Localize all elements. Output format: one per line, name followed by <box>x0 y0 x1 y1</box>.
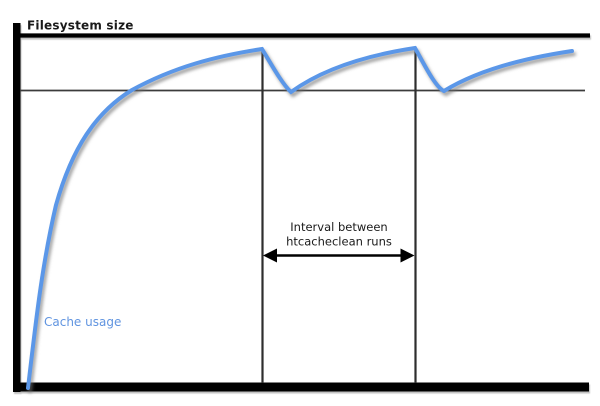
interval-arrow-left-head-icon <box>263 248 277 263</box>
interval-arrow-right-head-icon <box>400 248 415 263</box>
axes-group <box>13 23 590 392</box>
x-axis <box>13 382 589 392</box>
filesystem-size-label: Filesystem size <box>27 19 134 33</box>
interval-label-line1: Interval between <box>290 220 387 234</box>
cache-usage-curve <box>26 45 574 390</box>
y-axis <box>13 23 21 392</box>
curve-group <box>26 45 574 390</box>
interval-arrow <box>263 248 415 263</box>
cache-usage-label: Cache usage <box>44 315 121 329</box>
interval-label-line2: htcacheclean runs <box>286 235 392 249</box>
